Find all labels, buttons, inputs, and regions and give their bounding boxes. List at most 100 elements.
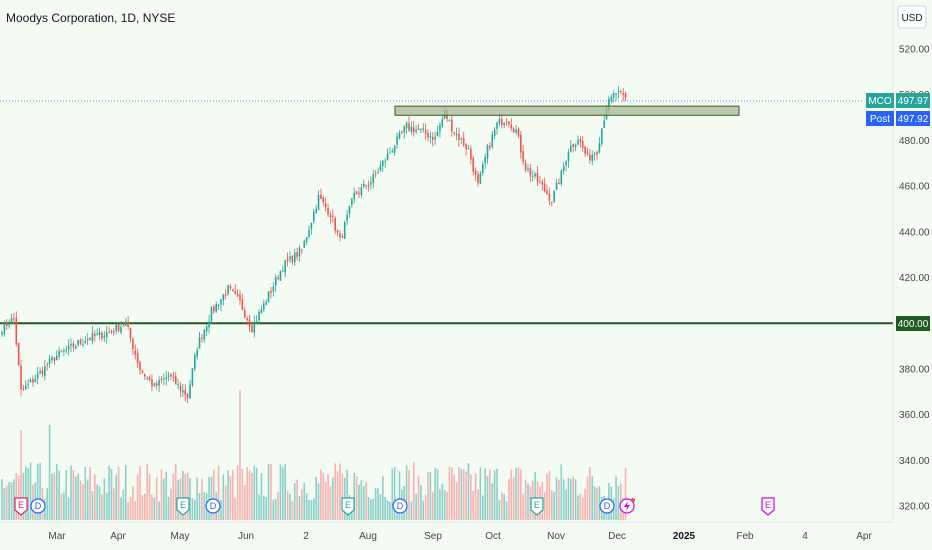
volume-bar bbox=[446, 491, 448, 520]
volume-bar bbox=[384, 496, 386, 520]
earnings-marker[interactable]: E bbox=[341, 497, 355, 516]
candle bbox=[222, 293, 225, 306]
candle bbox=[396, 132, 398, 150]
volume-bar bbox=[184, 473, 187, 520]
volume-bar bbox=[3, 488, 6, 520]
candle bbox=[327, 203, 329, 217]
volume-bar bbox=[420, 484, 422, 520]
volume-bar bbox=[86, 479, 89, 520]
candle bbox=[355, 191, 358, 195]
candle bbox=[84, 335, 87, 344]
volume-bar bbox=[210, 476, 213, 520]
candle bbox=[546, 184, 548, 195]
volume-bar bbox=[286, 490, 289, 520]
earnings-marker[interactable]: E bbox=[761, 497, 775, 516]
volume-bar bbox=[586, 476, 589, 520]
time-tick-label: Aug bbox=[359, 531, 377, 542]
volume-bar bbox=[320, 469, 322, 520]
candle bbox=[501, 115, 503, 129]
volume-bar bbox=[481, 495, 484, 520]
volume-bar bbox=[596, 488, 598, 520]
support-tag-value: 400.00 bbox=[898, 319, 929, 330]
volume-bar bbox=[127, 501, 129, 520]
volume-bar bbox=[222, 474, 225, 520]
candle bbox=[370, 176, 372, 190]
candle bbox=[208, 314, 210, 334]
earnings-marker[interactable]: E bbox=[530, 497, 544, 516]
currency-label: USD bbox=[901, 13, 922, 24]
candle bbox=[372, 169, 375, 189]
candle bbox=[17, 342, 20, 366]
volume-bar bbox=[424, 495, 427, 520]
split-marker[interactable] bbox=[619, 498, 635, 514]
candle bbox=[503, 122, 505, 128]
volume-bar bbox=[341, 473, 344, 520]
volume-bar bbox=[70, 465, 72, 520]
candle bbox=[232, 288, 234, 292]
volume-bar bbox=[365, 482, 367, 520]
dividend-marker[interactable]: D bbox=[30, 498, 46, 514]
candle bbox=[46, 362, 49, 371]
svg-text:E: E bbox=[345, 500, 351, 510]
candle bbox=[58, 346, 60, 360]
dividend-marker[interactable]: D bbox=[392, 498, 408, 514]
candle bbox=[5, 318, 8, 331]
volume-bar bbox=[417, 476, 420, 520]
volume-bar bbox=[72, 469, 75, 520]
volume-bar bbox=[510, 469, 513, 520]
time-tick-label: Dec bbox=[608, 531, 626, 542]
time-tick-label: Feb bbox=[736, 531, 754, 542]
volume-bar bbox=[512, 476, 515, 520]
currency-button[interactable]: USD bbox=[897, 5, 927, 29]
time-tick-label: Mar bbox=[48, 531, 66, 542]
candle bbox=[624, 91, 627, 101]
volume-bar bbox=[5, 485, 8, 520]
candle bbox=[496, 121, 498, 135]
volume-bar bbox=[503, 494, 505, 520]
volume-bar bbox=[220, 499, 222, 520]
candle bbox=[286, 252, 289, 267]
candle bbox=[141, 370, 144, 374]
candle bbox=[248, 314, 251, 333]
candle bbox=[101, 331, 103, 342]
time-tick-label: Nov bbox=[547, 531, 565, 542]
volume-bar bbox=[255, 467, 258, 520]
candle bbox=[367, 180, 370, 192]
candle bbox=[612, 90, 615, 103]
resistance-zone-layer bbox=[394, 105, 740, 116]
volume-bar bbox=[186, 472, 189, 520]
candle bbox=[117, 323, 120, 333]
dividend-marker[interactable]: D bbox=[599, 498, 615, 514]
resistance-zone[interactable] bbox=[394, 105, 740, 116]
candle bbox=[360, 183, 363, 199]
svg-text:D: D bbox=[35, 501, 42, 511]
candle bbox=[477, 170, 479, 187]
volume-bar bbox=[550, 490, 553, 520]
candle bbox=[160, 376, 163, 383]
volume-bar bbox=[248, 470, 251, 520]
volume-bar bbox=[322, 472, 325, 520]
volume-bar bbox=[441, 483, 444, 520]
candle bbox=[429, 131, 432, 144]
candle bbox=[441, 114, 444, 129]
candle bbox=[151, 374, 153, 392]
candle bbox=[610, 94, 613, 104]
dividend-marker[interactable]: D bbox=[205, 498, 221, 514]
volume-bar bbox=[546, 473, 548, 520]
earnings-marker[interactable]: E bbox=[14, 497, 28, 516]
time-axis[interactable]: Mar Apr May Jun 2 Aug Sep Oct Nov Dec 2025 Feb 4 Apr bbox=[0, 521, 893, 542]
candle bbox=[260, 305, 263, 314]
candle bbox=[293, 248, 296, 267]
volume-bar bbox=[96, 484, 98, 520]
volume-bar bbox=[355, 476, 358, 520]
candle bbox=[94, 330, 96, 342]
volume-bar bbox=[527, 483, 529, 520]
candle bbox=[598, 137, 601, 154]
earnings-marker[interactable]: E bbox=[176, 497, 190, 516]
candle bbox=[341, 233, 344, 239]
volume-bar bbox=[1, 479, 3, 520]
price-axis[interactable]: 520.00500.00480.00460.00440.00420.00400.… bbox=[892, 0, 930, 520]
candle bbox=[65, 346, 68, 354]
volume-bar bbox=[534, 471, 536, 520]
